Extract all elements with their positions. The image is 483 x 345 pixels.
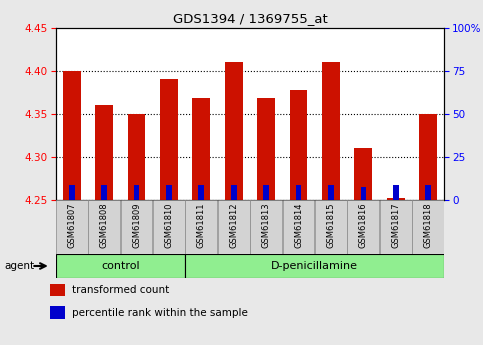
Text: transformed count: transformed count xyxy=(72,285,169,295)
Text: GSM61811: GSM61811 xyxy=(197,203,206,248)
Bar xyxy=(426,185,431,200)
Bar xyxy=(134,185,140,200)
Bar xyxy=(296,185,301,200)
FancyBboxPatch shape xyxy=(380,200,412,254)
Text: GSM61814: GSM61814 xyxy=(294,203,303,248)
Bar xyxy=(63,71,81,200)
Bar xyxy=(128,114,145,200)
Bar xyxy=(263,185,269,200)
Bar xyxy=(419,114,437,200)
Bar xyxy=(355,148,372,200)
FancyBboxPatch shape xyxy=(121,200,153,254)
Bar xyxy=(360,187,366,200)
Text: GSM61816: GSM61816 xyxy=(359,203,368,248)
Bar xyxy=(160,79,178,200)
FancyBboxPatch shape xyxy=(250,200,282,254)
Bar xyxy=(69,185,74,200)
FancyBboxPatch shape xyxy=(347,200,379,254)
Text: agent: agent xyxy=(5,261,35,271)
FancyBboxPatch shape xyxy=(315,200,347,254)
Bar xyxy=(50,306,65,319)
FancyBboxPatch shape xyxy=(185,200,217,254)
Bar xyxy=(166,185,172,200)
Text: GSM61813: GSM61813 xyxy=(262,203,270,248)
Bar xyxy=(50,284,65,296)
Bar xyxy=(290,90,308,200)
Bar xyxy=(393,185,398,200)
FancyBboxPatch shape xyxy=(153,200,185,254)
FancyBboxPatch shape xyxy=(185,254,444,278)
Bar xyxy=(257,98,275,200)
Bar xyxy=(328,185,334,200)
Text: control: control xyxy=(101,261,140,271)
Text: GSM61817: GSM61817 xyxy=(391,203,400,248)
Text: GSM61807: GSM61807 xyxy=(67,203,76,248)
Text: GSM61810: GSM61810 xyxy=(164,203,173,248)
Bar xyxy=(199,185,204,200)
FancyBboxPatch shape xyxy=(412,200,444,254)
Text: GSM61809: GSM61809 xyxy=(132,203,141,248)
Text: GSM61815: GSM61815 xyxy=(327,203,336,248)
FancyBboxPatch shape xyxy=(56,254,185,278)
FancyBboxPatch shape xyxy=(56,200,87,254)
Bar xyxy=(231,185,237,200)
Text: GSM61812: GSM61812 xyxy=(229,203,238,248)
Text: GSM61818: GSM61818 xyxy=(424,203,433,248)
Bar xyxy=(387,197,405,200)
Text: D-penicillamine: D-penicillamine xyxy=(271,261,358,271)
Bar xyxy=(322,62,340,200)
Text: GSM61808: GSM61808 xyxy=(99,203,109,248)
FancyBboxPatch shape xyxy=(88,200,120,254)
FancyBboxPatch shape xyxy=(283,200,314,254)
Title: GDS1394 / 1369755_at: GDS1394 / 1369755_at xyxy=(172,12,327,25)
FancyBboxPatch shape xyxy=(218,200,250,254)
Bar xyxy=(225,62,242,200)
Text: percentile rank within the sample: percentile rank within the sample xyxy=(72,307,248,317)
Bar xyxy=(95,105,113,200)
Bar xyxy=(192,98,210,200)
Bar xyxy=(101,185,107,200)
